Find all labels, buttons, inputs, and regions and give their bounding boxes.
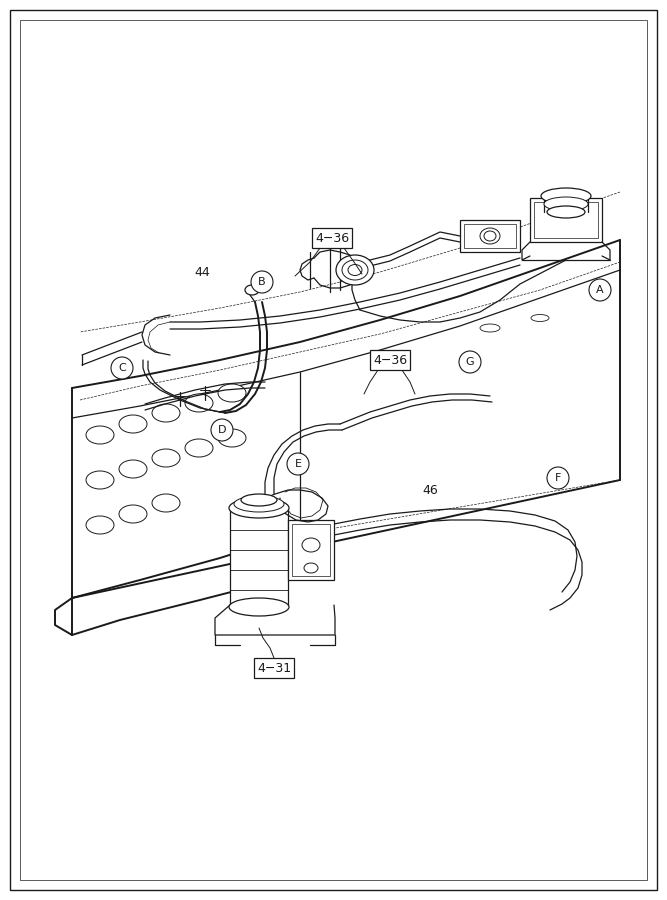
Ellipse shape — [480, 324, 500, 332]
Ellipse shape — [336, 255, 374, 285]
Ellipse shape — [348, 265, 362, 275]
Ellipse shape — [152, 449, 180, 467]
Text: B: B — [258, 277, 266, 287]
Circle shape — [287, 453, 309, 475]
Text: 4−36: 4−36 — [373, 354, 407, 366]
Ellipse shape — [86, 516, 114, 534]
Ellipse shape — [86, 426, 114, 444]
Ellipse shape — [544, 197, 588, 211]
Ellipse shape — [245, 285, 259, 295]
Ellipse shape — [480, 228, 500, 244]
Circle shape — [111, 357, 133, 379]
Bar — [534, 202, 598, 238]
Ellipse shape — [229, 498, 289, 518]
Ellipse shape — [304, 563, 318, 573]
Ellipse shape — [302, 538, 320, 552]
Text: 46: 46 — [422, 483, 438, 497]
Ellipse shape — [119, 415, 147, 433]
Ellipse shape — [119, 505, 147, 523]
Ellipse shape — [241, 494, 277, 506]
Circle shape — [251, 271, 273, 293]
Text: C: C — [118, 363, 126, 373]
Ellipse shape — [234, 496, 284, 512]
Circle shape — [459, 351, 481, 373]
Ellipse shape — [531, 314, 549, 321]
Ellipse shape — [484, 231, 496, 241]
Ellipse shape — [152, 404, 180, 422]
Bar — [292, 524, 330, 576]
Text: E: E — [295, 459, 301, 469]
Text: 44: 44 — [194, 266, 210, 278]
Ellipse shape — [86, 471, 114, 489]
Bar — [460, 220, 520, 252]
Circle shape — [211, 419, 233, 441]
Ellipse shape — [119, 460, 147, 478]
Text: 4−31: 4−31 — [257, 662, 291, 674]
Ellipse shape — [185, 439, 213, 457]
Ellipse shape — [218, 429, 246, 447]
Text: F: F — [555, 473, 561, 483]
Bar — [230, 510, 288, 605]
Bar — [464, 224, 516, 248]
Ellipse shape — [541, 188, 591, 204]
Ellipse shape — [229, 598, 289, 616]
Bar — [288, 520, 334, 580]
Text: D: D — [217, 425, 226, 435]
Circle shape — [547, 467, 569, 489]
Ellipse shape — [342, 260, 368, 280]
Ellipse shape — [152, 494, 180, 512]
Bar — [530, 198, 602, 242]
Text: A: A — [596, 285, 604, 295]
Ellipse shape — [218, 384, 246, 402]
Text: 4−36: 4−36 — [315, 231, 349, 245]
Circle shape — [589, 279, 611, 301]
Text: G: G — [466, 357, 474, 367]
Ellipse shape — [547, 206, 585, 218]
Ellipse shape — [185, 394, 213, 412]
